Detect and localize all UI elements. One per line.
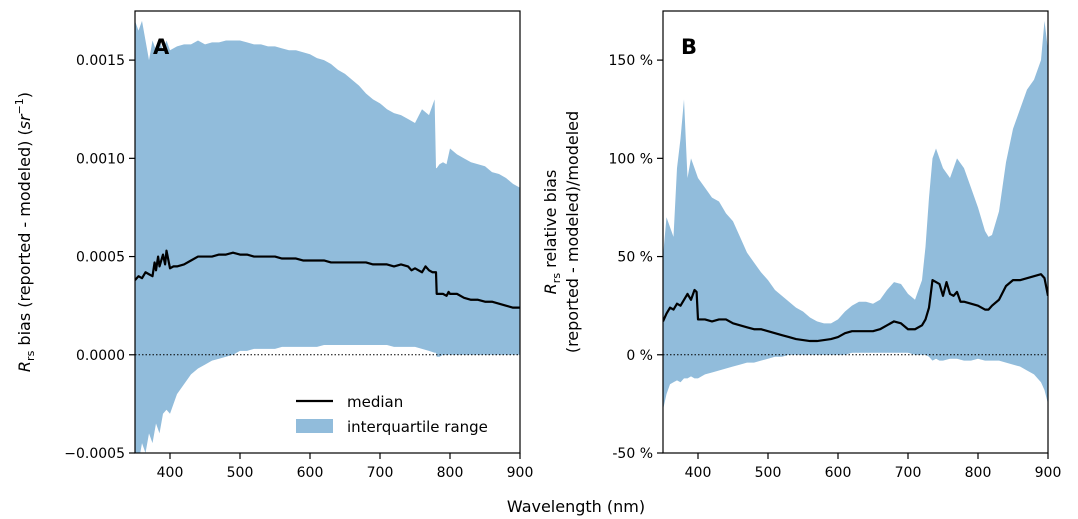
panel-b: 400 500 600 700 800 900 -50 % 0 % 50 % 100 % 150 … [541, 10, 1062, 481]
y-tick-label-a: 0.0010 [76, 151, 125, 167]
y-tick-label-b: 0 % [626, 348, 653, 364]
panel-a: 400 500 600 700 800 900 −0.0005 0.0000 0.0005 0.… [13, 10, 534, 481]
x-tick-label-a: 600 [297, 465, 324, 481]
y-axis-ticks-a: −0.0005 0.0000 0.0005 0.0010 0.0015 [64, 53, 135, 462]
panel-label-a: A [153, 35, 170, 59]
y-tick-label-b: 100 % [609, 151, 653, 167]
y-tick-label-a: 0.0000 [76, 348, 125, 364]
x-tick-label-a: 900 [507, 465, 534, 481]
x-axis-ticks-b: 400 500 600 700 800 900 [685, 453, 1062, 481]
x-tick-label-b: 600 [825, 465, 852, 481]
iqr-band-a [135, 20, 520, 453]
iqr-band-b [663, 20, 1048, 410]
y-tick-label-a: 0.0005 [76, 250, 125, 266]
legend-iqr-swatch [296, 419, 333, 433]
legend: median interquartile range [296, 393, 488, 436]
y-tick-label-b: 150 % [609, 53, 653, 69]
x-tick-label-b: 700 [895, 465, 922, 481]
panel-label-b: B [681, 35, 697, 59]
x-axis-ticks-a: 400 500 600 700 800 900 [157, 453, 534, 481]
y-tick-label-a: −0.0005 [64, 446, 125, 462]
axes-frame-b [662, 10, 1049, 454]
x-tick-label-a: 500 [227, 465, 254, 481]
y-axis-title-b-line2: (reported - modeled)/modeled [563, 111, 582, 353]
y-axis-title-a: Rrs bias (reported - modeled) (sr−1) [13, 92, 37, 372]
axes-frame-a [134, 10, 521, 454]
x-axis-title: Wavelength (nm) [507, 497, 645, 516]
x-tick-label-b: 900 [1035, 465, 1062, 481]
x-tick-label-a: 800 [437, 465, 464, 481]
y-tick-label-b: 50 % [617, 250, 653, 266]
y-tick-label-b: -50 % [612, 446, 653, 462]
y-tick-label-a: 0.0015 [76, 53, 125, 69]
legend-median-label: median [347, 393, 403, 411]
x-tick-label-b: 400 [685, 465, 712, 481]
x-tick-label-b: 800 [965, 465, 992, 481]
median-line-a [135, 249, 520, 309]
x-tick-label-a: 400 [157, 465, 184, 481]
x-tick-label-b: 500 [755, 465, 782, 481]
legend-iqr-label: interquartile range [347, 418, 488, 436]
y-axis-title-b-line1: Rrs relative bias [541, 170, 563, 295]
median-line-b [663, 273, 1048, 343]
y-axis-ticks-b: -50 % 0 % 50 % 100 % 150 % [609, 53, 663, 462]
x-tick-label-a: 700 [367, 465, 394, 481]
